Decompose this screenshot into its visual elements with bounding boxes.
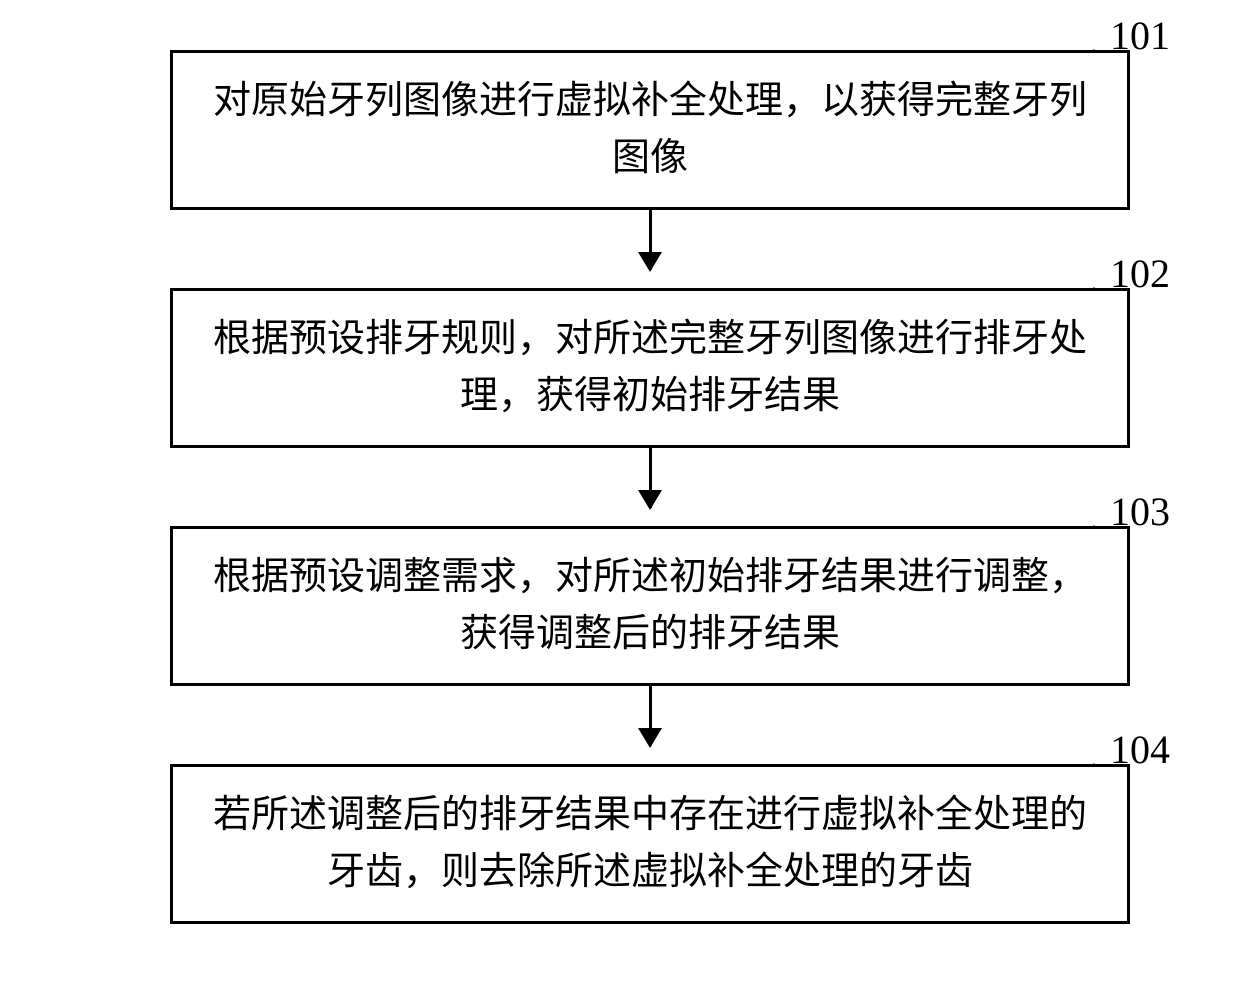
step-box: 若所述调整后的排牙结果中存在进行虚拟补全处理的牙齿，则去除所述虚拟补全处理的牙齿 xyxy=(170,764,1130,924)
flowchart-container: 101 对原始牙列图像进行虚拟补全处理，以获得完整牙列图像 102 根据预设排牙… xyxy=(0,0,1240,995)
flowchart-step: 103 根据预设调整需求，对所述初始排牙结果进行调整，获得调整后的排牙结果 xyxy=(0,526,1240,746)
step-box: 根据预设排牙规则，对所述完整牙列图像进行排牙处理，获得初始排牙结果 xyxy=(170,288,1130,448)
flowchart-step: 102 根据预设排牙规则，对所述完整牙列图像进行排牙处理，获得初始排牙结果 xyxy=(0,288,1240,508)
step-box: 根据预设调整需求，对所述初始排牙结果进行调整，获得调整后的排牙结果 xyxy=(170,526,1130,686)
arrow-down-icon xyxy=(649,448,652,508)
step-text: 对原始牙列图像进行虚拟补全处理，以获得完整牙列图像 xyxy=(213,80,1087,179)
flowchart-step: 104 若所述调整后的排牙结果中存在进行虚拟补全处理的牙齿，则去除所述虚拟补全处… xyxy=(0,764,1240,924)
arrow-down-icon xyxy=(649,210,652,270)
flowchart-step: 101 对原始牙列图像进行虚拟补全处理，以获得完整牙列图像 xyxy=(0,50,1240,270)
step-text: 若所述调整后的排牙结果中存在进行虚拟补全处理的牙齿，则去除所述虚拟补全处理的牙齿 xyxy=(213,794,1087,893)
arrow-down-icon xyxy=(649,686,652,746)
step-text: 根据预设排牙规则，对所述完整牙列图像进行排牙处理，获得初始排牙结果 xyxy=(213,318,1087,417)
step-text: 根据预设调整需求，对所述初始排牙结果进行调整，获得调整后的排牙结果 xyxy=(213,556,1087,655)
step-box: 对原始牙列图像进行虚拟补全处理，以获得完整牙列图像 xyxy=(170,50,1130,210)
